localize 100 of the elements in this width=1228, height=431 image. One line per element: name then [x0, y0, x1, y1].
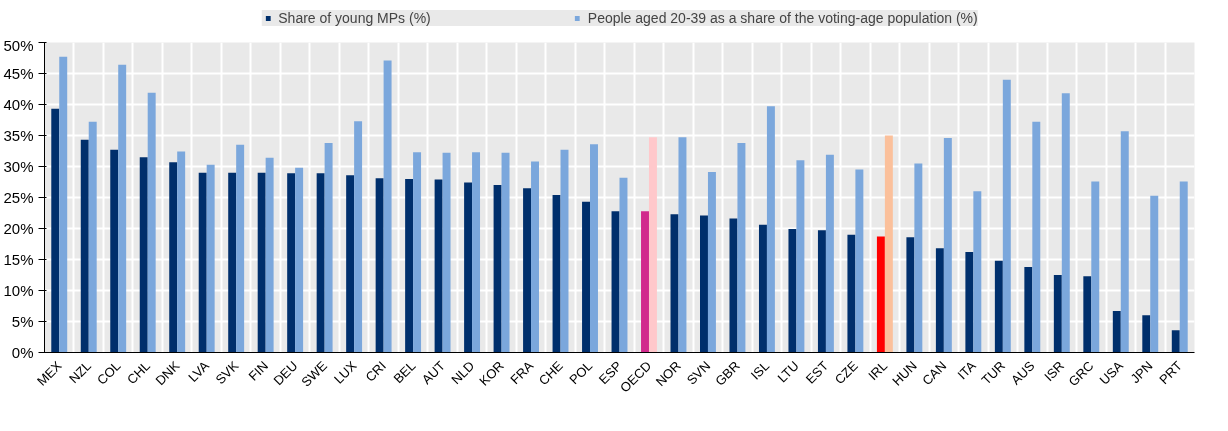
bar	[59, 56, 68, 353]
bar	[1112, 310, 1121, 353]
bar	[472, 152, 481, 353]
bar	[884, 135, 893, 353]
bar	[855, 169, 864, 353]
bar	[147, 92, 156, 353]
y-tick-label: 50%	[3, 36, 34, 54]
x-tick-label: ISR	[1041, 358, 1068, 385]
y-tick-label: 35%	[3, 127, 34, 144]
bar	[434, 179, 443, 353]
bar	[700, 215, 708, 353]
bar	[965, 252, 974, 353]
bar	[206, 164, 215, 353]
bar	[552, 195, 561, 353]
x-tick-label: TUR	[978, 358, 1009, 388]
x-tick-label: LVA	[185, 357, 213, 385]
y-tick-label: 20%	[3, 220, 34, 237]
y-tick-label: 0%	[11, 344, 34, 361]
legend-label: People aged 20-39 as a share of the voting-age population (%)	[587, 10, 978, 26]
y-tick-label: 25%	[3, 189, 34, 206]
bar	[139, 157, 148, 353]
bar	[375, 178, 384, 353]
bar	[590, 144, 598, 353]
bar	[1083, 276, 1092, 353]
bar	[788, 229, 797, 353]
x-tick-label: FRA	[507, 357, 537, 388]
bar	[501, 152, 510, 353]
bar	[324, 142, 333, 353]
y-tick-label: 5%	[11, 313, 34, 330]
x-tick-label: CRI	[362, 358, 389, 385]
x-tick-label: COL	[94, 358, 124, 388]
bar	[523, 188, 532, 353]
bar	[943, 137, 952, 353]
bar	[383, 60, 392, 353]
bar	[1032, 121, 1041, 353]
bar	[1150, 195, 1159, 353]
bar	[531, 161, 539, 353]
bar	[648, 137, 657, 353]
legend-label: Share of young MPs (%)	[278, 10, 431, 26]
bar	[493, 185, 502, 353]
bar	[405, 178, 414, 353]
bar	[1171, 330, 1180, 353]
bar	[88, 121, 97, 353]
bar	[1024, 266, 1033, 353]
x-tick-label: FIN	[245, 358, 271, 384]
x-tick-label: NZL	[66, 358, 95, 387]
bar	[295, 167, 304, 353]
bar	[847, 234, 856, 353]
bar	[228, 172, 237, 353]
y-tick-label: 30%	[3, 158, 34, 175]
x-tick-label: POL	[566, 358, 596, 388]
bar	[442, 152, 451, 353]
bar	[678, 137, 687, 353]
bar	[994, 260, 1003, 353]
bar	[1091, 181, 1100, 353]
bar	[118, 64, 127, 353]
bar	[169, 162, 178, 353]
bar	[641, 211, 649, 353]
bar	[257, 172, 266, 353]
bar	[758, 224, 767, 353]
bar	[973, 191, 982, 353]
bar	[287, 173, 296, 353]
bar	[316, 173, 325, 353]
x-tick-label: IRL	[865, 358, 891, 384]
bar	[198, 172, 207, 353]
bar	[464, 182, 473, 353]
bar	[346, 175, 355, 353]
bar	[51, 108, 60, 353]
bar	[1120, 131, 1129, 353]
x-tick-label: NLD	[448, 358, 478, 388]
bar	[817, 230, 826, 353]
x-tick-label: ITA	[954, 357, 979, 383]
x-tick-label: CHL	[124, 358, 154, 388]
bar	[914, 163, 923, 353]
bar	[825, 154, 834, 353]
bar	[1142, 315, 1151, 353]
bar	[766, 106, 775, 353]
bar	[110, 149, 119, 353]
bar	[611, 211, 620, 353]
bar	[413, 152, 422, 353]
bar	[1179, 181, 1188, 353]
x-tick-label: LTU	[774, 358, 802, 386]
bar	[80, 139, 89, 353]
bar	[707, 172, 716, 353]
y-tick-label: 45%	[3, 65, 34, 82]
y-tick-label: 40%	[3, 96, 34, 113]
x-tick-label: ISL	[747, 358, 773, 383]
bar	[265, 157, 274, 353]
bar	[236, 144, 245, 353]
x-tick-label: JPN	[1127, 358, 1156, 387]
y-tick-label: 15%	[3, 251, 34, 268]
bar	[177, 151, 186, 353]
bar	[796, 160, 805, 353]
bar	[354, 121, 363, 353]
y-tick-label: 10%	[3, 282, 34, 299]
bar	[737, 142, 746, 353]
bar	[582, 201, 591, 353]
bar	[1053, 275, 1062, 353]
bar	[729, 218, 738, 353]
bar	[1061, 93, 1070, 353]
